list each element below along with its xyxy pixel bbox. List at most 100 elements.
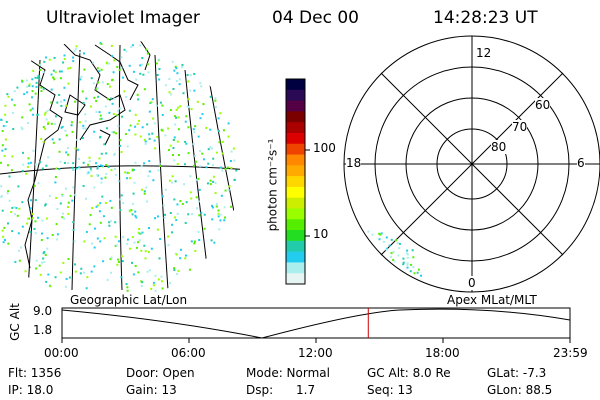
map-speckle <box>175 108 178 111</box>
map-speckle <box>138 227 141 230</box>
map-speckle <box>105 163 108 166</box>
map-speckle <box>185 142 188 145</box>
map-speckle <box>128 177 131 180</box>
map-speckle <box>117 258 120 261</box>
map-speckle <box>59 160 62 163</box>
map-speckle <box>31 85 34 88</box>
map-speckle <box>67 82 70 85</box>
map-speckle <box>128 129 131 132</box>
timeline-y-min: 1.8 <box>33 323 53 337</box>
map-speckle <box>214 182 217 185</box>
map-speckle <box>88 156 91 159</box>
map-speckle <box>47 121 50 124</box>
map-speckle <box>89 214 92 217</box>
map-speckle <box>119 198 122 201</box>
map-speckle <box>197 135 200 138</box>
map-speckle <box>228 185 231 188</box>
map-speckle <box>68 276 71 279</box>
map-speckle <box>132 273 135 276</box>
map-speckle <box>110 271 113 274</box>
map-speckle <box>47 273 50 276</box>
colorbar-band <box>286 219 305 231</box>
polar-speckle <box>380 232 383 235</box>
map-speckle <box>202 103 205 106</box>
map-speckle <box>215 205 218 208</box>
map-speckle <box>31 212 34 215</box>
map-speckle <box>26 91 29 94</box>
map-speckle <box>121 255 124 258</box>
map-speckle <box>41 261 44 264</box>
map-speckle <box>137 98 140 101</box>
polar-speckle <box>390 252 393 255</box>
map-speckle <box>170 93 173 96</box>
map-speckle <box>193 89 196 92</box>
map-speckle <box>93 96 96 99</box>
map-speckle <box>140 165 143 168</box>
map-speckle <box>157 169 160 172</box>
map-speckle <box>7 222 10 225</box>
map-speckle <box>112 113 115 116</box>
map-speckle <box>72 186 75 189</box>
map-speckle <box>66 205 69 208</box>
map-speckle <box>107 166 110 169</box>
map-speckle <box>33 227 36 230</box>
map-speckle <box>110 256 113 259</box>
map-speckle <box>186 74 189 77</box>
map-speckle <box>95 205 98 208</box>
map-speckle <box>126 171 129 174</box>
map-speckle <box>227 122 230 125</box>
map-speckle <box>95 162 98 165</box>
map-speckle <box>124 171 127 174</box>
map-speckle <box>117 109 120 112</box>
map-speckle <box>37 75 40 78</box>
map-speckle <box>21 225 24 228</box>
map-speckle <box>41 232 44 235</box>
map-speckle <box>136 93 139 96</box>
map-speckle <box>55 223 58 226</box>
map-speckle <box>65 187 68 190</box>
map-speckle <box>104 176 107 179</box>
map-speckle <box>82 52 85 55</box>
map-speckle <box>199 117 202 120</box>
map-speckle <box>98 210 101 213</box>
map-speckle <box>120 194 123 197</box>
map-speckle <box>40 90 43 93</box>
colorbar-band <box>286 186 305 199</box>
map-speckle <box>29 207 32 210</box>
map-speckle <box>224 189 227 192</box>
map-speckle <box>171 154 174 157</box>
map-speckle <box>189 74 192 77</box>
map-speckle <box>101 81 104 84</box>
map-speckle <box>138 119 141 122</box>
map-speckle <box>1 149 4 152</box>
map-speckle <box>175 80 178 83</box>
map-speckle <box>4 104 7 107</box>
map-speckle <box>119 144 122 147</box>
map-speckle <box>152 117 155 120</box>
map-speckle <box>61 216 64 219</box>
colorbar-band <box>286 143 305 156</box>
map-speckle <box>119 139 122 142</box>
map-speckle <box>85 197 88 200</box>
map-speckle <box>209 146 212 149</box>
map-speckle <box>60 70 63 73</box>
map-speckle <box>123 90 126 93</box>
map-speckle <box>61 212 64 215</box>
map-speckle <box>196 100 199 103</box>
map-speckle <box>189 175 192 178</box>
map-speckle <box>233 178 236 181</box>
map-speckle <box>31 96 34 99</box>
map-speckle <box>66 146 69 149</box>
map-speckle <box>42 126 45 129</box>
map-speckle <box>156 74 159 77</box>
timeline-tick-0000: 00:00 <box>44 346 79 360</box>
map-speckle <box>161 287 164 290</box>
map-speckle <box>177 116 180 119</box>
map-speckle <box>168 91 171 94</box>
map-speckle <box>115 132 118 135</box>
map-speckle <box>28 84 31 87</box>
map-speckle <box>126 238 129 241</box>
map-speckle <box>11 230 14 233</box>
map-speckle <box>181 66 184 69</box>
map-speckle <box>58 150 61 153</box>
